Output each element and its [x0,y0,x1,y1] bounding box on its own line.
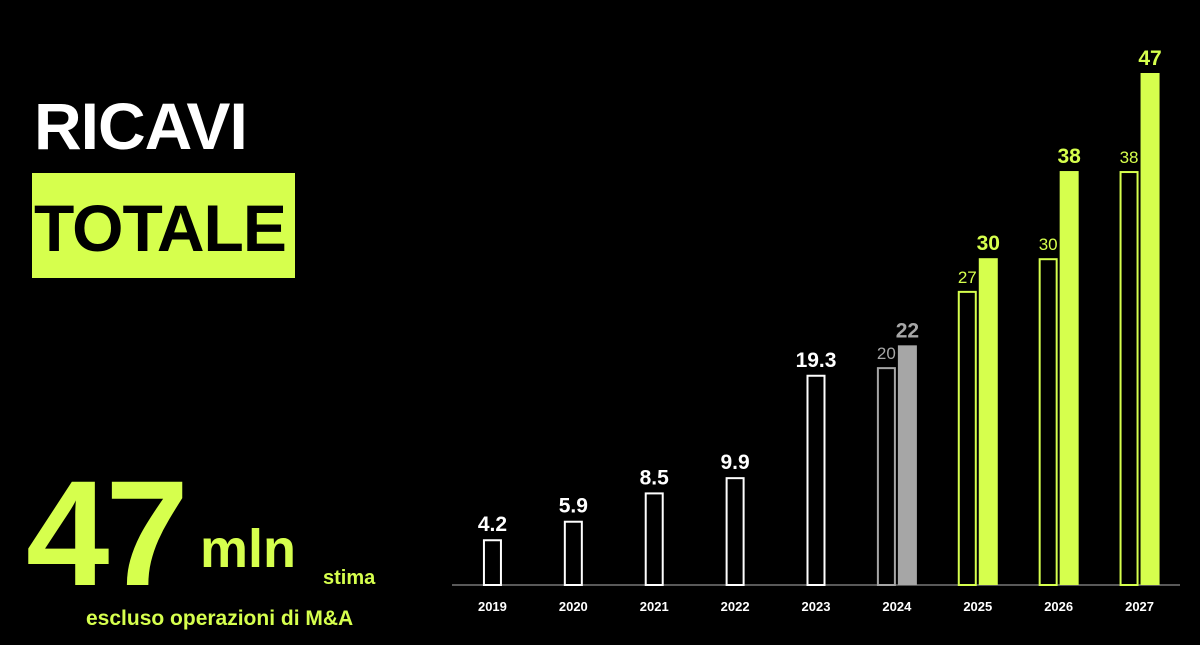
x-tick-label: 2027 [1125,599,1154,614]
value-label: 4.2 [478,513,507,536]
value-label: 30 [1039,235,1058,254]
value-label: 19.3 [796,349,837,372]
x-tick-label: 2020 [559,599,588,614]
x-tick-label: 2025 [963,599,992,614]
x-tick-label: 2024 [882,599,912,614]
value-label: 47 [1138,47,1161,70]
bar [725,477,745,587]
bar [644,492,664,587]
x-tick-label: 2026 [1044,599,1073,614]
value-label: 38 [1057,145,1081,168]
bar [806,374,826,587]
bar [1059,171,1079,586]
bar [1119,171,1139,587]
bar [957,290,977,586]
value-label: 8.5 [640,466,670,489]
value-label: 27 [958,268,977,287]
x-tick-label: 2022 [721,599,750,614]
x-tick-label: 2021 [640,599,669,614]
value-label: 9.9 [721,451,750,474]
bar [978,258,998,585]
value-label: 30 [977,232,1000,255]
bar [897,345,917,585]
title: RICAVI [34,89,248,163]
headline-note: stima [323,567,376,589]
value-label: 5.9 [559,495,588,518]
x-tick-label: 2023 [802,599,831,614]
subtitle-box [32,173,295,278]
value-label: 22 [896,319,919,342]
bar [876,367,896,586]
x-tick-label: 2019 [478,599,507,614]
bar [1038,258,1058,586]
bar [1140,73,1160,585]
bar [482,539,502,587]
value-label: 38 [1120,148,1139,167]
subtitle: TOTALE [34,191,287,265]
headline-value: 47 [26,449,189,617]
footnote: escluso operazioni di M&A [86,607,354,630]
value-label: 20 [877,344,896,363]
headline-unit: mln [200,519,297,579]
bar [563,520,583,586]
